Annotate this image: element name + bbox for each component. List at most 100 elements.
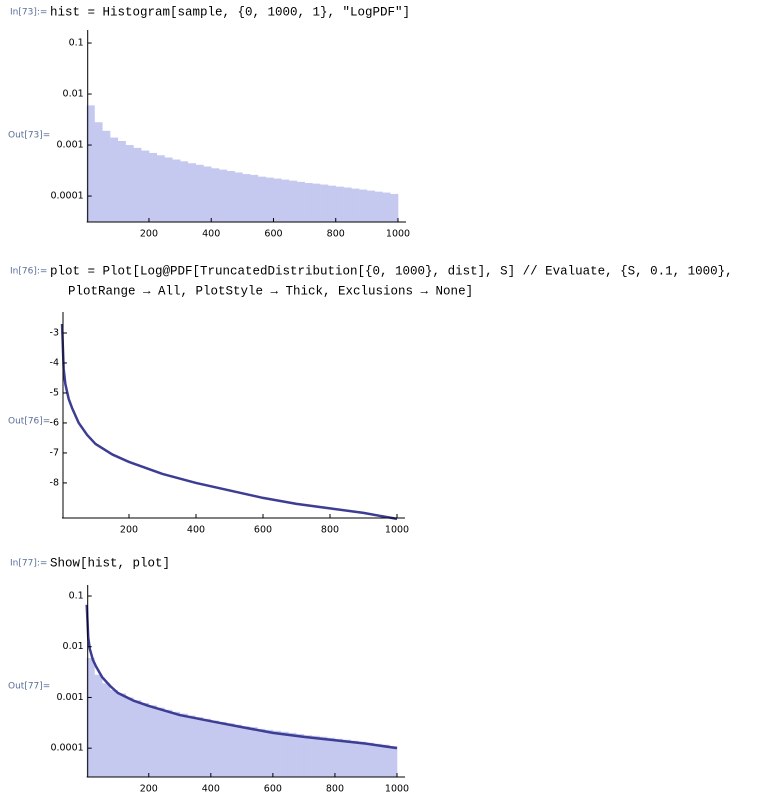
x-tick-label: 600 (264, 784, 282, 795)
histogram-bar (226, 170, 235, 222)
histogram-bar (203, 718, 212, 777)
histogram-bar (141, 150, 150, 222)
histogram-bar (125, 145, 134, 222)
histogram-bar (319, 736, 328, 777)
out-label: Out[77]= (8, 682, 50, 692)
histogram-bar (373, 743, 382, 777)
histogram-bar (382, 192, 391, 222)
histogram-bar (334, 738, 343, 777)
x-tick-label: 800 (326, 784, 344, 795)
histogram-bar (327, 737, 336, 777)
histogram-bar (272, 730, 281, 777)
y-tick-label: 0.01 (63, 89, 84, 100)
histogram-bar (195, 717, 204, 777)
y-tick-label: 0.001 (56, 140, 83, 151)
histogram-bar (265, 729, 274, 777)
x-tick-label: 600 (264, 229, 282, 240)
input-code: PlotRange → All, PlotStyle → Thick, Excl… (68, 284, 473, 298)
histogram-bar (86, 657, 95, 777)
x-tick-label: 200 (120, 525, 138, 536)
histogram-bar (94, 674, 103, 777)
histogram-bar (241, 726, 250, 777)
y-tick-label: -4 (50, 357, 59, 368)
histogram-bar (218, 721, 227, 777)
histogram-bar (289, 180, 298, 222)
x-tick-label: 800 (321, 525, 339, 536)
histogram-bar (281, 179, 290, 222)
histogram-bar (125, 697, 134, 777)
histogram-bar (234, 724, 243, 777)
histogram-bar (288, 732, 297, 777)
histogram-bar (265, 177, 274, 222)
histogram-bar (242, 174, 251, 222)
histogram-bar (311, 735, 320, 777)
x-tick-label: 1000 (386, 229, 410, 240)
histogram-bar (280, 731, 289, 777)
histogram-bar (250, 174, 259, 222)
out-label: Out[73]= (8, 131, 50, 141)
y-tick-label: -3 (50, 327, 59, 338)
histogram-bar (234, 172, 243, 222)
histogram-bar (156, 155, 165, 222)
histogram-bar (164, 157, 173, 222)
y-tick-label: 0.001 (56, 692, 83, 703)
histogram-bar (180, 161, 189, 222)
out-label: Out[76]= (8, 417, 50, 427)
histogram-bar (133, 147, 142, 222)
histogram-bar (148, 705, 157, 777)
input-code: Show[hist, plot] (50, 556, 170, 570)
histogram-bar (359, 189, 368, 222)
y-tick-label: -8 (50, 477, 59, 488)
histogram-bar (117, 693, 126, 777)
histogram-bar (172, 159, 181, 222)
histogram-bar (109, 690, 119, 777)
histogram-bar (358, 741, 367, 777)
histogram-bar (273, 178, 282, 222)
histogram-bar (374, 191, 383, 222)
histogram-bar (102, 130, 111, 222)
histogram-bar (94, 122, 103, 222)
histogram-bar (211, 168, 220, 222)
x-tick-label: 200 (140, 229, 158, 240)
histogram-bar (210, 720, 219, 777)
histogram-bar (148, 152, 158, 222)
histogram-bar (296, 181, 305, 222)
line-series (60, 323, 398, 521)
x-tick-label: 200 (140, 784, 158, 795)
histogram-bar (327, 185, 337, 222)
histogram-bar (365, 742, 375, 777)
line-series (85, 604, 398, 750)
histogram-bar (335, 186, 344, 222)
histogram-bar (133, 700, 142, 777)
y-tick-label: -6 (50, 417, 59, 428)
in-label: In[77]:= (10, 559, 47, 569)
histogram-bar (343, 187, 352, 222)
histogram-bar (117, 141, 126, 222)
in-label: In[76]:= (10, 267, 47, 277)
y-tick-label: 0.01 (63, 641, 84, 652)
y-tick-label: -5 (50, 387, 59, 398)
histogram-bar (219, 169, 228, 222)
input-code: hist = Histogram[sample, {0, 1000, 1}, "… (50, 5, 410, 19)
x-tick-label: 1000 (385, 784, 409, 795)
histogram-bar (351, 188, 360, 222)
histogram-bar (304, 183, 313, 222)
x-tick-label: 1000 (385, 525, 409, 536)
histogram-bar (164, 709, 173, 777)
histogram-bar (187, 163, 196, 222)
histogram-bar (366, 190, 375, 222)
histogram-bar (102, 683, 111, 777)
y-tick-label: -7 (50, 447, 59, 458)
histogram-bar (389, 746, 398, 777)
in-label: In[73]:= (10, 8, 47, 18)
y-tick-label: 0.1 (69, 591, 84, 602)
histogram-bar (342, 739, 351, 777)
histogram-bar (179, 713, 188, 777)
histogram-bar (110, 137, 119, 222)
x-tick-label: 400 (187, 525, 205, 536)
histogram-bar (350, 740, 359, 777)
histogram-bar (172, 711, 181, 777)
histogram-bar (226, 723, 235, 777)
x-tick-label: 800 (327, 229, 345, 240)
